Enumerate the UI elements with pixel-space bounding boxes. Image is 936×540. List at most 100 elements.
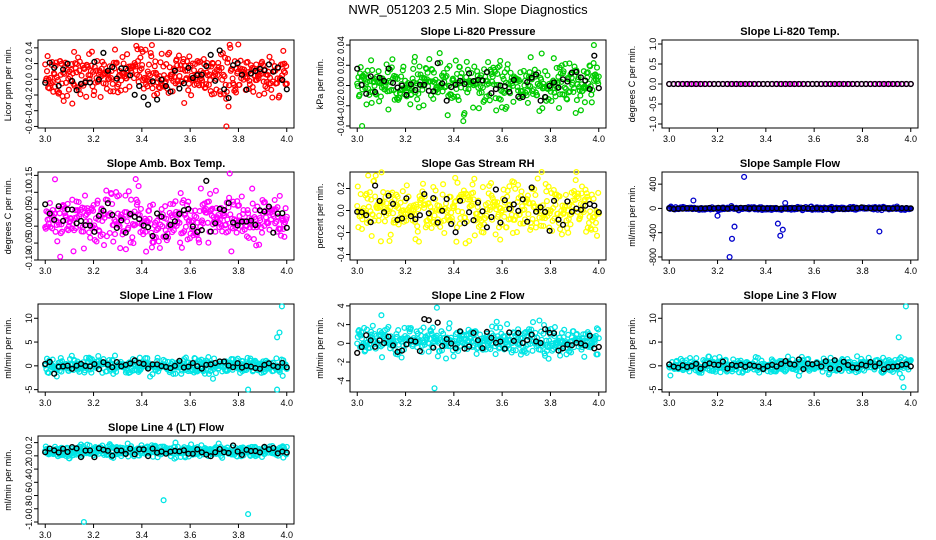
data-point [459,209,466,216]
y-tick-label: 0.10 [24,184,34,202]
x-tick-label: 3.0 [39,398,52,408]
reference-point [247,217,255,224]
data-point [229,75,236,82]
data-point [517,220,524,227]
data-point [499,207,506,214]
reference-point [203,62,210,70]
reference-point [113,359,120,366]
data-point [455,97,462,104]
data-point [111,231,119,238]
reference-point [907,80,914,88]
data-point [158,50,165,57]
data-point [549,342,556,349]
panel-title: Slope Gas Stream RH [421,158,534,170]
data-point [241,66,248,73]
data-point [444,112,451,119]
reference-point [376,74,383,81]
data-point [513,229,520,236]
data-point [415,90,422,97]
data-point [735,80,742,88]
y-tick-label: -0.05 [24,233,34,254]
data-point [469,181,476,188]
x-tick-label: 4.0 [904,266,917,276]
outlier-point [728,235,736,242]
y-tick-label: 0.05 [24,200,34,218]
data-point [562,85,569,92]
reference-point [568,208,576,215]
reference-point [113,224,120,232]
data-point [497,96,504,103]
data-point [385,106,392,113]
reference-point [452,229,459,236]
reference-point [171,218,179,225]
reference-point [555,84,562,91]
data-point [540,222,547,230]
data-point [174,78,181,85]
reference-point [466,209,473,216]
reference-point [497,219,504,226]
data-point [190,67,198,74]
data-point [143,77,150,84]
outlier-point [274,386,281,393]
reference-point [261,208,268,215]
data-point [183,75,190,82]
reference-point [595,84,602,92]
data-point [407,101,414,108]
y-tick-label: -5 [648,386,658,394]
reference-point [225,94,232,102]
reference-point [367,73,374,80]
reference-point [46,210,53,217]
data-point [570,88,577,96]
data-point [523,72,530,80]
reference-point [550,197,558,204]
data-point [94,197,101,204]
reference-point [372,343,379,350]
data-point [414,223,421,230]
reference-point [376,337,383,344]
panel-title: Slope Line 4 (LT) Flow [108,422,224,434]
plot-frame [349,171,607,261]
data-point [276,192,283,199]
data-point [399,67,406,74]
data-point [207,77,214,84]
data-point [515,181,522,189]
data-point [163,61,170,68]
data-point [125,224,132,231]
y-tick-label: 0.0 [648,78,658,91]
data-point [167,200,174,208]
reference-point [207,228,214,235]
data-point [217,91,224,98]
data-point [233,229,240,236]
reference-point [185,205,192,213]
data-point [383,200,390,207]
data-point [451,93,458,100]
x-tick-label: 3.6 [808,266,821,276]
data-point [594,351,601,358]
data-point [273,218,280,225]
data-point [593,232,601,239]
y-tick-label: -0.4 [24,103,34,119]
data-point [124,51,131,58]
data-point [148,229,155,236]
reference-point [230,219,237,226]
data-point [183,58,191,65]
data-point [56,89,63,96]
data-point [500,88,507,95]
y-tick-label: 400 [648,177,658,192]
data-point [388,86,395,93]
reference-point [510,201,517,208]
data-point [544,72,551,79]
data-point [556,193,563,200]
data-point [207,190,214,197]
reference-point [162,82,170,90]
data-point [410,65,417,72]
data-point [497,57,504,64]
data-point [69,70,76,77]
reference-point [439,80,446,87]
y-axis-label: degrees C per min. [3,178,13,255]
data-point [378,169,385,176]
data-point [475,105,482,112]
y-tick-label: -0.2 [336,225,346,241]
data-point [100,242,108,249]
data-point [253,242,260,249]
